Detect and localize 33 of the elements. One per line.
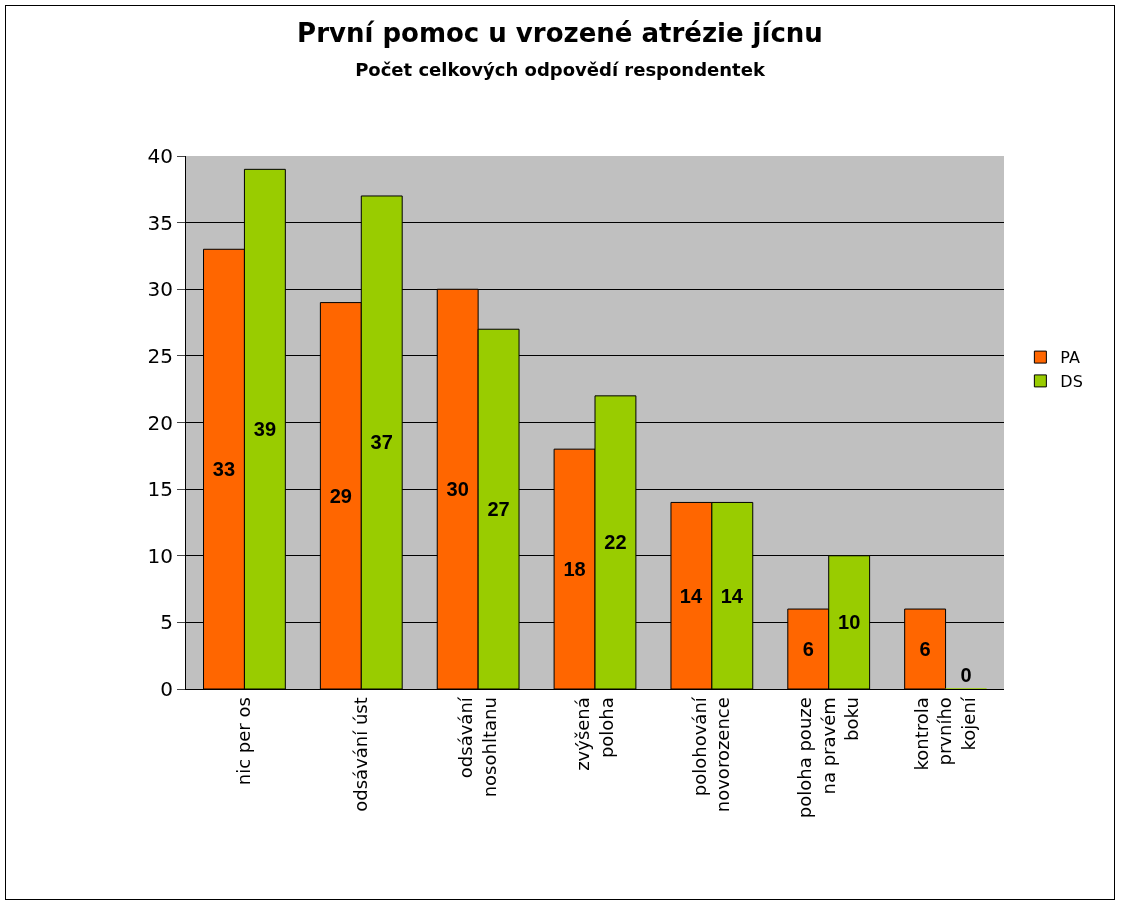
data-label: 27 [487,498,510,521]
x-tick-label: odsávání nosohltanu [455,696,500,798]
chart-title: První pomoc u vrozené atrézie jícnu [297,17,823,48]
data-label: 0 [960,664,972,686]
x-tick-label: poloha pouze na pravém boku [794,697,862,819]
data-label: 37 [370,431,393,454]
data-label: 30 [446,478,469,501]
y-tick-label: 15 [147,477,173,502]
data-label: 18 [563,558,586,581]
data-label: 14 [679,584,703,607]
y-tick-label: 0 [160,677,173,701]
data-label: 22 [604,531,627,554]
legend-label: PA [1060,348,1080,368]
x-tick-label: kontrola prvního kojení [911,696,979,771]
data-label: 14 [720,584,744,607]
data-label: 33 [212,458,236,481]
chart-subtitle: Počet celkových odpovědí respondentek [355,58,766,80]
data-label: 6 [919,638,931,661]
y-tick-label: 30 [147,277,173,302]
y-tick-label: 25 [147,343,173,368]
y-tick-label: 35 [147,210,173,235]
y-tick-label: 40 [147,144,173,168]
y-tick-label: 10 [147,543,173,568]
y-tick-label: 20 [147,410,173,435]
x-tick-label: odsávání úst [350,697,372,812]
legend-label: DS [1060,372,1083,392]
x-tick-label: nic per os [233,697,255,786]
data-label: 6 [802,638,814,661]
y-tick-label: 5 [160,610,173,635]
data-label: 10 [838,611,861,634]
data-label: 29 [329,484,352,507]
data-label: 39 [253,418,277,441]
x-tick-label: zvýšená poloha [572,697,617,771]
